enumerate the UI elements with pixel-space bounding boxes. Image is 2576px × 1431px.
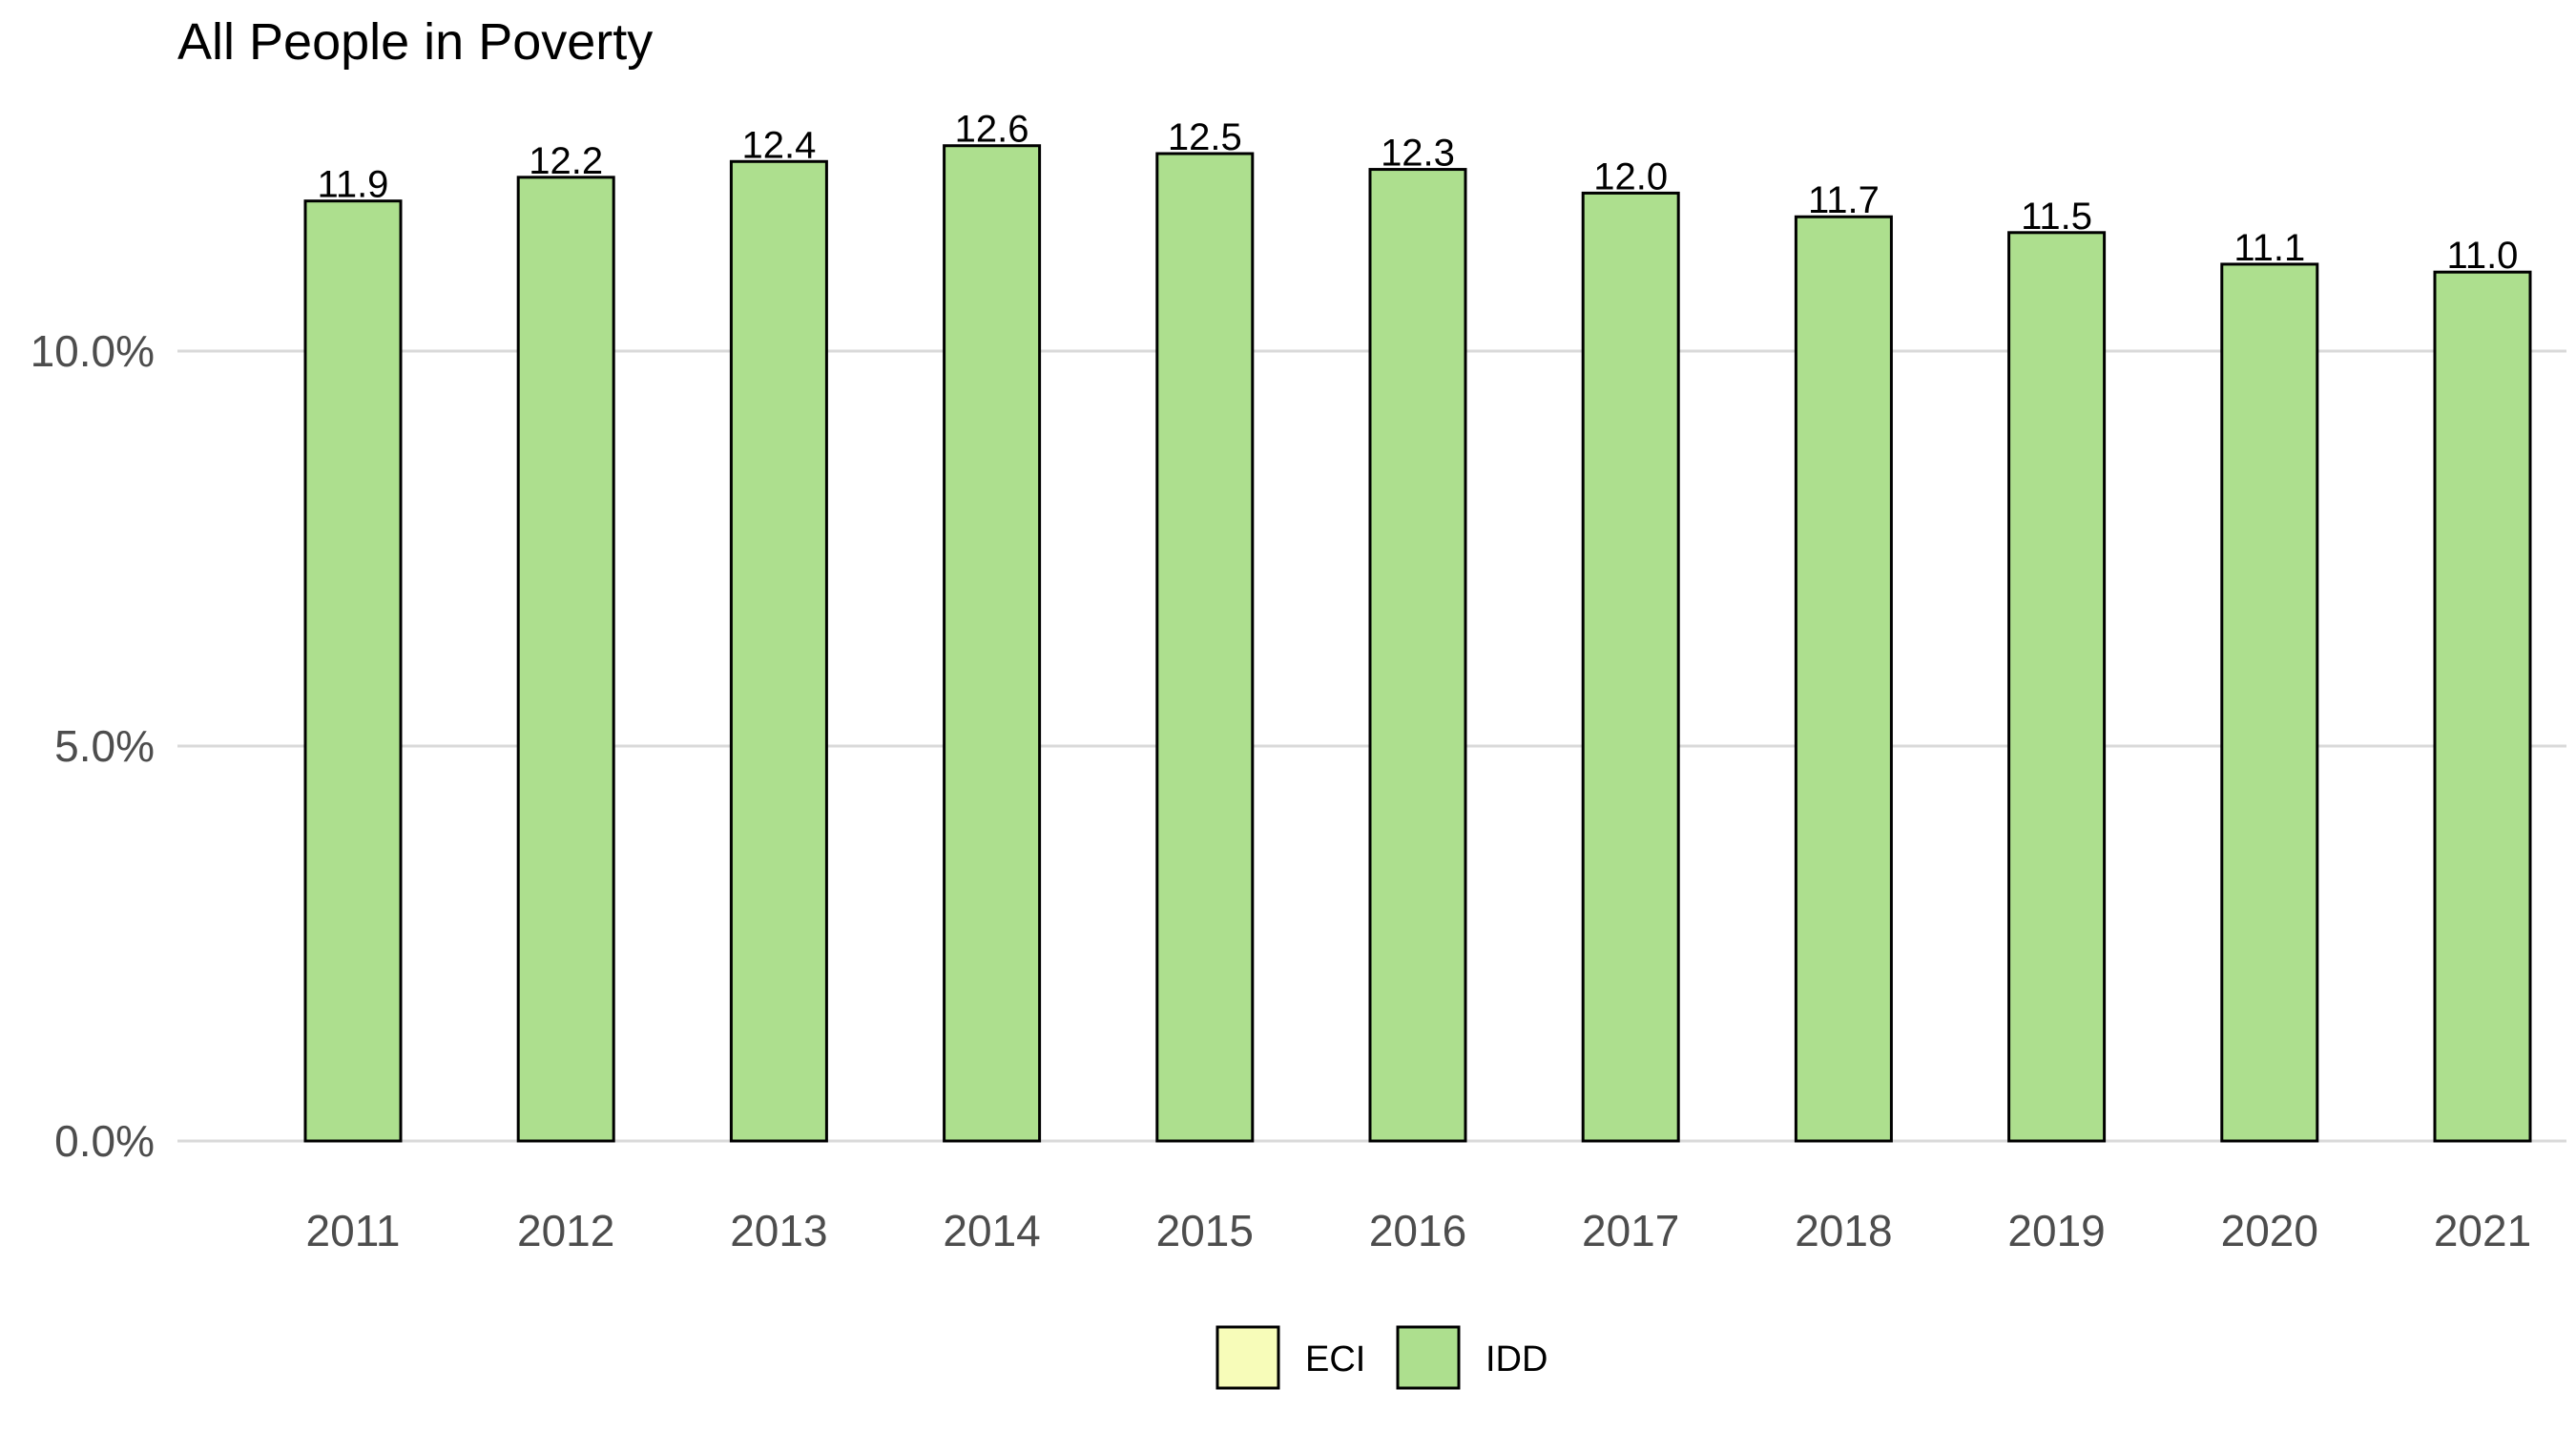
x-tick-label: 2013 xyxy=(730,1206,827,1255)
data-label: 12.5 xyxy=(1168,116,1242,158)
bar xyxy=(1368,168,1467,1143)
data-label: 11.9 xyxy=(318,164,389,206)
x-tick-label: 2020 xyxy=(2221,1206,2318,1255)
bars xyxy=(303,144,2532,1143)
x-tick-label: 2017 xyxy=(1582,1206,1679,1255)
bar xyxy=(729,159,828,1143)
data-label: 11.5 xyxy=(2021,196,2092,238)
chart-title: All People in Poverty xyxy=(177,13,653,71)
x-tick-label: 2016 xyxy=(1369,1206,1466,1255)
bar xyxy=(1794,215,1893,1143)
y-tick-label: 10.0% xyxy=(31,326,155,376)
legend-swatch xyxy=(1396,1325,1461,1390)
legend-label: ECI xyxy=(1305,1339,1365,1379)
bar xyxy=(2007,231,2107,1143)
data-label: 12.6 xyxy=(955,109,1029,151)
legend-label: IDD xyxy=(1485,1339,1548,1379)
x-tick-label: 2018 xyxy=(1795,1206,1892,1255)
legend-swatch xyxy=(1215,1325,1280,1390)
data-label: 11.1 xyxy=(2233,227,2305,269)
bar xyxy=(1581,191,1680,1143)
data-label: 11.0 xyxy=(2447,235,2519,277)
data-label: 11.7 xyxy=(1808,179,1880,221)
legend: ECI IDD xyxy=(1215,1325,1548,1390)
bar xyxy=(2433,270,2532,1143)
data-labels: 11.9 12.2 12.4 12.6 12.5 12.3 12.0 11.7 11.5 11.1… xyxy=(318,109,2519,277)
y-tick-label: 0.0% xyxy=(54,1116,155,1166)
x-tick-label: 2019 xyxy=(2007,1206,2105,1255)
x-tick-label: 2012 xyxy=(517,1206,614,1255)
data-label: 12.4 xyxy=(741,124,816,166)
bar xyxy=(1155,152,1255,1143)
y-tick-label: 5.0% xyxy=(54,721,155,771)
bar xyxy=(943,144,1042,1143)
x-tick-label: 2021 xyxy=(2434,1206,2531,1255)
x-axis-tick-labels: 2011 2012 2013 2014 2015 2016 2017 2018 2019 2020… xyxy=(306,1206,2532,1255)
bar xyxy=(516,176,615,1143)
x-tick-label: 2011 xyxy=(306,1206,401,1255)
data-label: 12.0 xyxy=(1593,156,1668,197)
y-axis-tick-labels: 0.0% 5.0% 10.0% xyxy=(31,326,155,1166)
data-label: 12.2 xyxy=(529,140,603,182)
x-tick-label: 2015 xyxy=(1156,1206,1254,1255)
bar xyxy=(2220,262,2319,1143)
x-tick-label: 2014 xyxy=(943,1206,1040,1255)
data-label: 12.3 xyxy=(1381,133,1455,175)
bar xyxy=(303,199,403,1143)
